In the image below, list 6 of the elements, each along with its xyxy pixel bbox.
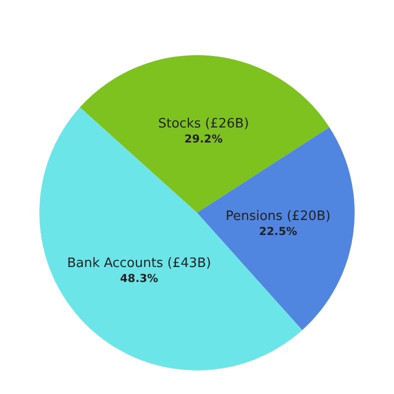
slice-label: Stocks (£26B): [158, 116, 249, 132]
data-label: 22.5%: [258, 225, 298, 238]
data-label: 48.3%: [120, 272, 158, 286]
slice-label: Pensions (£20B): [226, 209, 331, 224]
data-label: 29.2%: [184, 132, 223, 146]
slice-label: Bank Accounts (£43B): [67, 256, 212, 272]
